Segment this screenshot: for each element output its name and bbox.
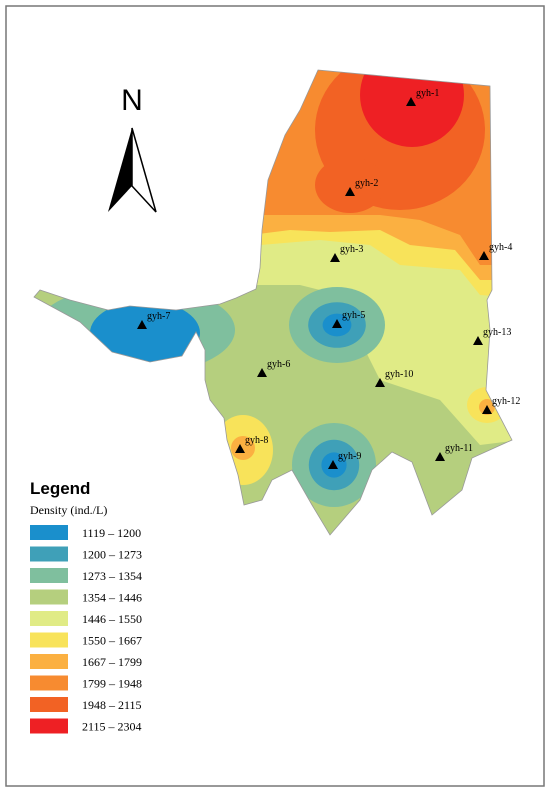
legend-title: Legend	[30, 479, 90, 498]
legend-swatch	[30, 568, 68, 583]
legend-label: 1200 – 1273	[82, 548, 142, 562]
station-label: gyh-13	[483, 327, 511, 338]
station-marker	[328, 460, 338, 469]
legend-label: 1446 – 1550	[82, 612, 142, 626]
station-label: gyh-10	[385, 369, 413, 380]
station-marker	[345, 187, 355, 196]
station-label: gyh-9	[338, 451, 361, 462]
stations: gyh-1 gyh-2 gyh-3 gyh-4 gyh-5 gyh-6 gyh-7 gyh-8…	[137, 88, 520, 469]
station-label: gyh-4	[489, 242, 512, 253]
station-marker	[479, 251, 489, 260]
legend-swatch	[30, 589, 68, 605]
station-marker	[235, 444, 245, 453]
legend-label: 1667 – 1799	[82, 655, 142, 669]
legend-swatch	[30, 654, 68, 669]
legend-label: 1354 – 1446	[82, 591, 142, 605]
arrow-left	[108, 128, 132, 212]
station-marker	[330, 253, 340, 262]
station-label: gyh-1	[416, 88, 439, 99]
arrow-right	[131, 127, 157, 213]
legend-swatch	[30, 697, 68, 712]
station-label: gyh-12	[492, 396, 520, 407]
legend-swatch	[30, 546, 68, 562]
frame	[5, 5, 545, 787]
legend-swatch	[30, 632, 68, 648]
station-marker	[406, 97, 416, 106]
station-marker	[435, 452, 445, 461]
legend-label: 2115 – 2304	[82, 720, 142, 734]
station-label: gyh-11	[445, 443, 473, 454]
zone	[90, 301, 200, 365]
legend-swatch	[30, 525, 68, 540]
legend-subtitle: Density (ind./L)	[30, 503, 107, 517]
station-label: gyh-6	[267, 359, 290, 370]
station-marker	[375, 378, 385, 387]
station-marker	[257, 368, 267, 377]
legend-label: 1948 – 2115	[82, 698, 142, 712]
legend-label: 1550 – 1667	[82, 634, 142, 648]
station-label: gyh-5	[342, 310, 365, 321]
north-label: N	[121, 84, 143, 117]
legend-swatch	[30, 718, 68, 734]
north-arrow: N	[108, 84, 157, 213]
station-label: gyh-8	[245, 435, 268, 446]
legend-label: 1273 – 1354	[82, 569, 142, 583]
station-marker	[332, 319, 342, 328]
station-label: gyh-2	[355, 178, 378, 189]
station-label: gyh-3	[340, 244, 363, 255]
legend: Legend Density (ind./L) 1119 – 1200 1200 …	[30, 479, 142, 734]
station-marker	[482, 405, 492, 414]
station-marker	[137, 320, 147, 329]
zone	[315, 157, 385, 213]
legend-label: 1799 – 1948	[82, 677, 142, 691]
legend-label: 1119 – 1200	[82, 526, 141, 540]
station-label: gyh-7	[147, 311, 170, 322]
zone	[360, 70, 464, 147]
station-marker	[473, 336, 483, 345]
zone	[231, 436, 255, 460]
legend-swatch	[30, 675, 68, 691]
legend-swatch	[30, 611, 68, 626]
